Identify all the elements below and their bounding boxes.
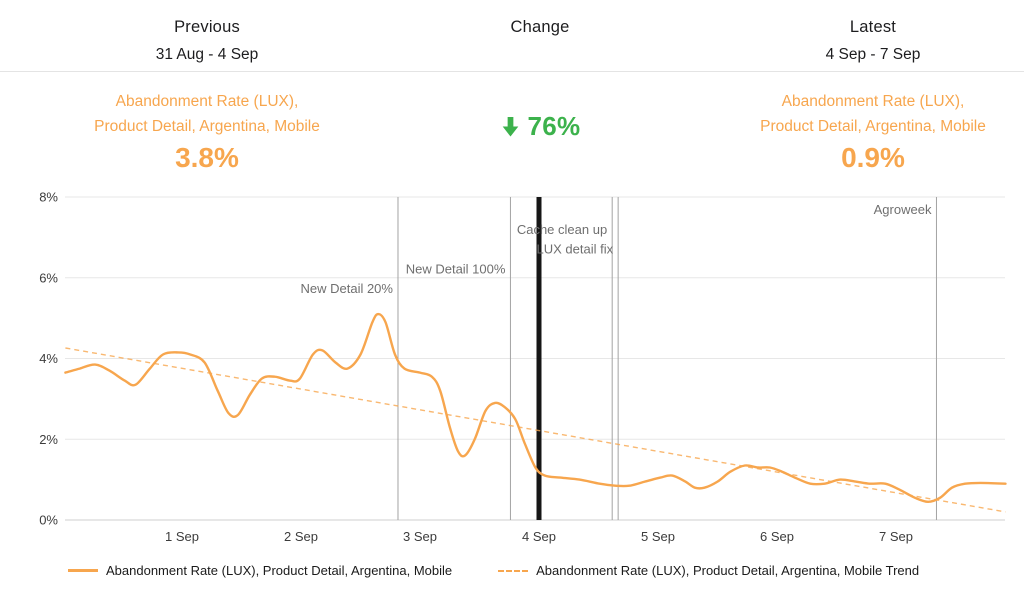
x-axis-tick-label: 1 Sep [165,529,199,544]
x-axis-tick-label: 2 Sep [284,529,318,544]
annotation-label: LUX detail fix [537,242,614,257]
header-change: Change [440,18,640,37]
latest-metric-label-line1: Abandonment Rate (LUX), [781,93,965,110]
x-axis-tick-label: 5 Sep [641,529,675,544]
header-latest: Latest 4 Sep - 7 Sep [723,18,1023,64]
annotation-label: Cache clean up [517,222,607,237]
legend-item-trend[interactable]: Abandonment Rate (LUX), Product Detail, … [498,563,919,578]
annotation-label: New Detail 100% [406,261,506,276]
legend-label-trend: Abandonment Rate (LUX), Product Detail, … [536,563,920,578]
x-axis-tick-label: 6 Sep [760,529,794,544]
change-title: Change [510,18,570,36]
dashed-line-swatch-icon [498,569,529,572]
y-axis-tick-label: 2% [39,432,58,447]
solid-line-swatch-icon [68,569,98,572]
latest-metric-label-line2: Product Detail, Argentina, Mobile [760,118,986,135]
legend-label-series: Abandonment Rate (LUX), Product Detail, … [106,563,453,578]
x-axis-tick-label: 3 Sep [403,529,437,544]
previous-title: Previous [174,18,240,36]
previous-metric-label-line1: Abandonment Rate (LUX), [115,93,299,110]
header-divider [0,71,1024,72]
down-arrow-icon [500,115,521,138]
previous-metric-value: 3.8% [175,142,239,173]
latest-metric-value: 0.9% [841,142,905,173]
annotation-label: New Detail 20% [300,281,393,296]
metric-previous: Abandonment Rate (LUX), Product Detail, … [37,89,377,174]
chart-legend: Abandonment Rate (LUX), Product Detail, … [68,563,965,578]
metric-latest: Abandonment Rate (LUX), Product Detail, … [703,89,1024,174]
y-axis-tick-label: 4% [39,351,58,366]
trend-line [65,347,1006,513]
metric-change: 76% [440,111,640,142]
y-axis-tick-label: 0% [39,513,58,528]
previous-date-range: 31 Aug - 4 Sep [155,46,259,63]
latest-title: Latest [849,18,897,36]
x-axis-tick-label: 7 Sep [879,529,913,544]
abandonment-rate-line [64,312,1007,503]
y-axis-tick-label: 8% [39,190,58,205]
legend-item-series[interactable]: Abandonment Rate (LUX), Product Detail, … [68,563,452,578]
annotation-label: Agroweek [874,202,932,217]
change-value: 76% [527,111,581,141]
x-axis-tick-label: 4 Sep [522,529,556,544]
header-previous: Previous 31 Aug - 4 Sep [57,18,357,64]
latest-date-range: 4 Sep - 7 Sep [825,46,921,63]
previous-metric-label-line2: Product Detail, Argentina, Mobile [94,118,320,135]
y-axis-tick-label: 6% [39,270,58,285]
